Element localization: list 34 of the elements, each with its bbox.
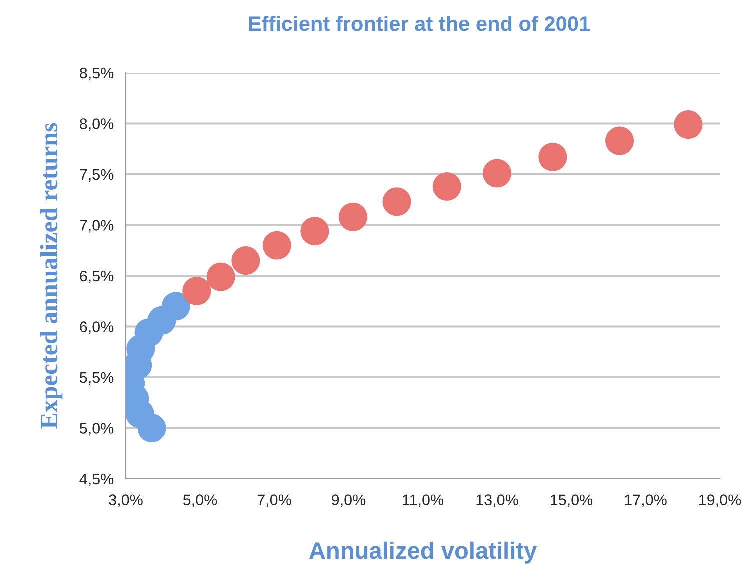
point bbox=[432, 172, 462, 201]
point bbox=[206, 262, 236, 292]
x-tick-label: 7,0% bbox=[258, 494, 292, 508]
point bbox=[382, 188, 412, 216]
y-axis-title: Expected annualized returns bbox=[40, 123, 63, 429]
point bbox=[538, 143, 568, 172]
point bbox=[606, 126, 634, 156]
y-tick-label: 8,0% bbox=[80, 118, 114, 132]
y-tick-label: 5,5% bbox=[80, 372, 114, 385]
point bbox=[338, 202, 368, 232]
y-tick-label: 4,5% bbox=[80, 474, 114, 486]
x-tick-label: 11,0% bbox=[403, 494, 444, 508]
y-tick-label: 7,0% bbox=[80, 220, 114, 233]
y-tick-label: 6,5% bbox=[80, 270, 114, 284]
x-tick-label: 5,0% bbox=[183, 494, 218, 508]
point bbox=[162, 292, 190, 321]
y-tick-label: 8,5% bbox=[80, 68, 114, 80]
point bbox=[232, 246, 260, 276]
point bbox=[182, 276, 212, 306]
x-tick-label: 15,0% bbox=[551, 494, 593, 508]
point bbox=[674, 110, 703, 139]
x-tick-label: 19,0% bbox=[700, 494, 742, 508]
x-tick-label: 17,0% bbox=[625, 494, 667, 508]
y-tick-label: 7,5% bbox=[80, 169, 114, 182]
y-tick-label: 6,0% bbox=[80, 322, 114, 334]
point bbox=[262, 231, 292, 260]
point bbox=[300, 217, 330, 246]
y-tick-label: 5,0% bbox=[80, 423, 114, 436]
x-tick-label: 9,0% bbox=[332, 494, 366, 508]
point bbox=[483, 159, 512, 188]
chart-title: Efficient frontier at the end of 2001 bbox=[249, 16, 590, 32]
x-axis-title: Annualized volatility bbox=[309, 542, 538, 564]
x-tick-label: 3,0% bbox=[109, 494, 143, 508]
x-tick-label: 13,0% bbox=[476, 494, 518, 508]
